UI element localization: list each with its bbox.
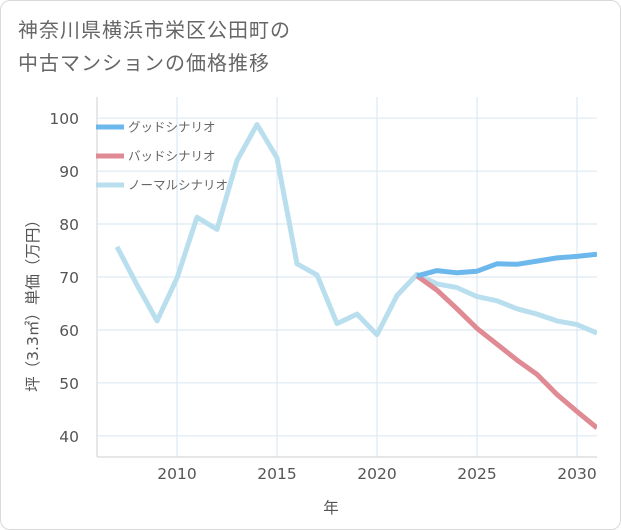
y-tick-label: 40: [59, 428, 79, 446]
legend-label-1: バッドシナリオ: [128, 149, 216, 164]
y-axis-label: 坪（3.3㎡）単価（万円）: [24, 212, 42, 392]
y-tick-label: 50: [59, 375, 79, 393]
series-line-0: [416, 251, 597, 279]
title-line-1: 神奈川県横浜市栄区公田町の: [18, 18, 291, 42]
y-tick-label: 80: [59, 216, 79, 234]
legend-label-2: ノーマルシナリオ: [128, 178, 228, 193]
y-tick-label: 100: [49, 110, 79, 128]
y-tick-label: 70: [59, 269, 79, 287]
series-line-2: [114, 122, 597, 338]
title-line-2: 中古マンションの価格推移: [18, 51, 270, 75]
x-tick-label: 2010: [157, 465, 196, 483]
legend-label-0: グッドシナリオ: [128, 120, 216, 135]
y-ticks: 40 50 60 70 80 90 100: [49, 110, 79, 446]
x-ticks: 2010 2015 2020 2025 2030: [157, 465, 596, 483]
y-tick-label: 60: [59, 322, 79, 340]
y-tick-label: 90: [59, 163, 79, 181]
x-tick-label: 2030: [557, 465, 596, 483]
chart-title: 神奈川県横浜市栄区公田町の 中古マンションの価格推移: [18, 14, 291, 80]
series-lines: [114, 122, 597, 430]
x-tick-label: 2015: [257, 465, 296, 483]
x-axis-label: 年: [323, 499, 339, 517]
x-tick-label: 2020: [357, 465, 396, 483]
series-line-1: [415, 273, 597, 430]
x-tick-label: 2025: [457, 465, 496, 483]
